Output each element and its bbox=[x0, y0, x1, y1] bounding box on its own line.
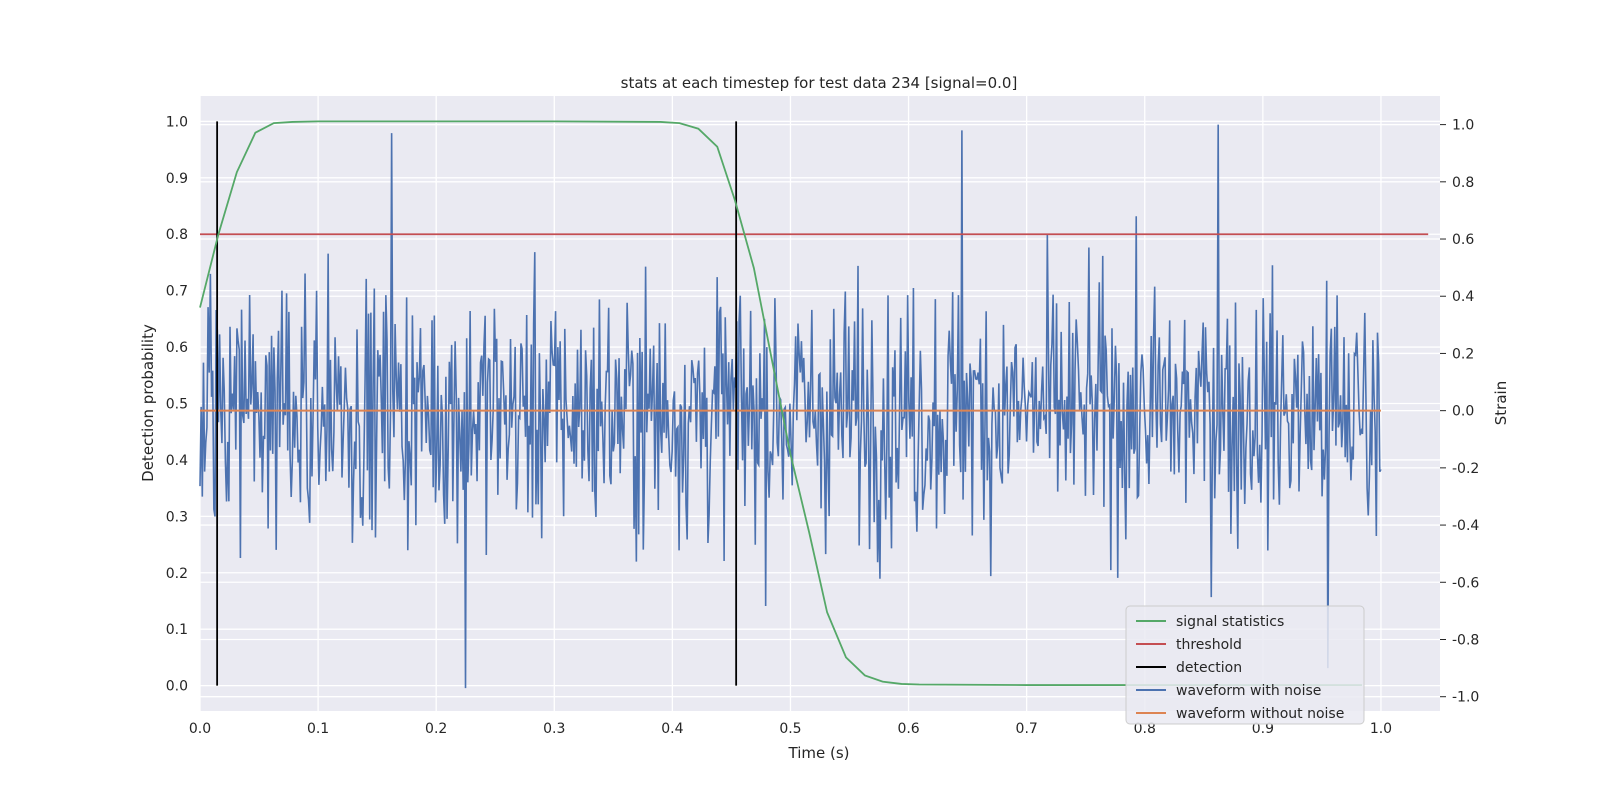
x-tick-label: 0.3 bbox=[543, 721, 565, 737]
legend-label: threshold bbox=[1176, 637, 1242, 653]
chart-title: stats at each timestep for test data 234… bbox=[621, 74, 1018, 92]
legend-label: detection bbox=[1176, 660, 1242, 676]
x-tick-label: 0.2 bbox=[425, 721, 447, 737]
y-right-tick-label: 1.0 bbox=[1452, 118, 1474, 134]
x-axis-label: Time (s) bbox=[788, 744, 850, 762]
x-tick-label: 0.7 bbox=[1016, 721, 1038, 737]
x-tick-label: 0.9 bbox=[1252, 721, 1274, 737]
y-right-tick-label: -1.0 bbox=[1452, 690, 1479, 706]
y-axis-left-ticks: 0.0 0.1 0.2 0.3 0.4 0.5 0.6 0.7 0.8 0.9 1.0 bbox=[166, 114, 188, 694]
y-tick-label: 0.3 bbox=[166, 509, 188, 525]
y-right-tick-label: -0.6 bbox=[1452, 575, 1479, 591]
y-axis-left-label: Detection probability bbox=[139, 324, 157, 482]
y-right-tick-label: 0.2 bbox=[1452, 346, 1474, 362]
y-right-tick-label: 0.6 bbox=[1452, 232, 1474, 248]
y-tick-label: 0.1 bbox=[166, 622, 188, 638]
series-signal-statistics bbox=[199, 120, 1363, 686]
series-layer bbox=[199, 120, 1429, 689]
y-tick-label: 0.9 bbox=[166, 171, 188, 187]
series-waveform-with-noise bbox=[199, 124, 1382, 689]
y-right-tick-label: 0.4 bbox=[1452, 289, 1474, 305]
y-right-tick-label: -0.4 bbox=[1452, 518, 1479, 534]
y-tick-label: 1.0 bbox=[166, 114, 188, 130]
x-tick-label: 1.0 bbox=[1370, 721, 1392, 737]
y-right-tick-label: 0.8 bbox=[1452, 175, 1474, 191]
legend: signal statistics threshold detection wavef… bbox=[1125, 605, 1365, 725]
x-tick-label: 0.4 bbox=[661, 721, 683, 737]
y-right-tick-label: -0.8 bbox=[1452, 632, 1479, 648]
y-tick-label: 0.7 bbox=[166, 284, 188, 300]
y-tick-label: 0.8 bbox=[166, 227, 188, 243]
legend-label: waveform with noise bbox=[1176, 683, 1321, 699]
y-tick-label: 0.0 bbox=[166, 679, 188, 695]
y-axis-right-label: Strain bbox=[1492, 381, 1510, 425]
y-tick-label: 0.2 bbox=[166, 566, 188, 582]
y-right-tick-label: 0.0 bbox=[1452, 404, 1474, 420]
x-tick-label: 0.1 bbox=[307, 721, 329, 737]
x-tick-label: 0.5 bbox=[779, 721, 801, 737]
y-tick-label: 0.6 bbox=[166, 340, 188, 356]
legend-label: signal statistics bbox=[1176, 614, 1284, 630]
y-tick-label: 0.4 bbox=[166, 453, 188, 469]
y-tick-label: 0.5 bbox=[166, 397, 188, 413]
y-axis-right-ticks: -1.0 -0.8 -0.6 -0.4 -0.2 0.0 0.2 0.4 0.6 0.8 1.0 bbox=[1440, 118, 1479, 706]
legend-box bbox=[1125, 605, 1365, 725]
x-tick-label: 0.0 bbox=[189, 721, 211, 737]
x-axis-ticks: 0.0 0.1 0.2 0.3 0.4 0.5 0.6 0.7 0.8 0.9 1.0 bbox=[189, 721, 1392, 737]
legend-label: waveform without noise bbox=[1176, 706, 1344, 722]
x-tick-label: 0.6 bbox=[897, 721, 919, 737]
x-tick-label: 0.8 bbox=[1134, 721, 1156, 737]
y-right-tick-label: -0.2 bbox=[1452, 461, 1479, 477]
